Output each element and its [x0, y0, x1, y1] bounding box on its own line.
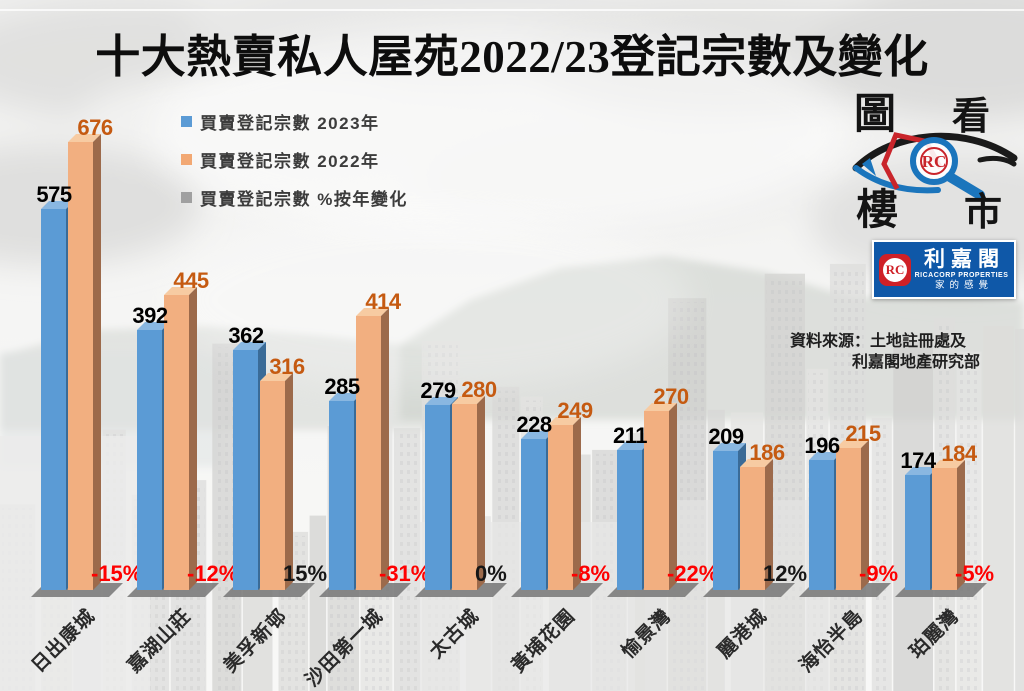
source-line-1: 資料來源：土地註冊處及: [790, 333, 967, 350]
eye-magnifier-logo-icon: RC: [852, 132, 1018, 200]
bar-2022: [260, 381, 285, 590]
data-source: 資料來源：土地註冊處及 利嘉閣地產研究部: [790, 331, 980, 373]
bar-2023: [809, 460, 834, 590]
bar-2023: [41, 209, 66, 590]
value-label-2023: 575: [36, 182, 72, 207]
value-label-2022: 445: [173, 268, 209, 293]
bar-2022: [356, 316, 381, 590]
bar-2023: [713, 451, 738, 590]
change-pct-label: -5%: [955, 561, 995, 586]
value-label-2022: 280: [461, 377, 497, 402]
bar-2023: [521, 439, 546, 590]
bar-2023: [425, 405, 450, 590]
value-label-2022: 215: [845, 421, 881, 446]
ricacorp-text: 利嘉閣 RICACORP PROPERTIES 家的感覺: [911, 246, 1014, 291]
legend-label-change: 買賣登記宗數 %按年變化: [200, 189, 408, 209]
value-label-2022: 186: [749, 440, 785, 465]
value-label-2022: 249: [557, 398, 593, 423]
bar-2022: [740, 467, 765, 590]
category-label: 日出康城: [27, 605, 100, 677]
change-pct-label: -9%: [859, 561, 899, 586]
legend-swatch-blue: [181, 115, 192, 127]
bar-2023: [329, 401, 354, 590]
ricacorp-name: 利嘉閣: [924, 246, 1005, 271]
value-label-2022: 184: [941, 441, 977, 466]
value-label-2022: 676: [77, 115, 113, 140]
legend-swatch-orange: [181, 153, 192, 165]
value-label-2023: 279: [420, 378, 456, 403]
legend-swatch-gray: [181, 191, 192, 203]
bar-2022: [68, 142, 93, 590]
watermark-char-2: 看: [952, 96, 991, 138]
change-pct-label: 0%: [475, 561, 507, 586]
legend-item-2022: 買賣登記宗數 2022年: [181, 150, 408, 171]
legend-label-2022: 買賣登記宗數 2022年: [200, 151, 380, 171]
ricacorp-subtitle: RICACORP PROPERTIES: [914, 271, 1009, 279]
ricacorp-emblem-letters: RC: [882, 256, 908, 283]
brand-watermark: 圖 看 RC 樓 市: [846, 92, 1024, 242]
page-title: 十大熱賣私人屋苑2022/23登記宗數及變化: [95, 32, 929, 82]
change-pct-label: -31%: [379, 561, 431, 586]
bar-2023: [137, 330, 162, 590]
value-label-2022: 270: [653, 384, 689, 409]
watermark-char-4: 市: [964, 192, 1003, 234]
value-label-2023: 211: [613, 423, 648, 448]
ricacorp-emblem-icon: RC: [879, 253, 911, 286]
bar-2022: [452, 404, 477, 590]
bar-2022: [836, 448, 861, 590]
legend-label-2023: 買賣登記宗數 2023年: [200, 113, 380, 133]
source-line-2: 利嘉閣地產研究部: [852, 354, 981, 371]
change-pct-label: -15%: [91, 561, 143, 586]
change-pct-label: 15%: [283, 561, 328, 586]
value-label-2023: 228: [516, 412, 552, 437]
value-label-2023: 209: [708, 424, 744, 449]
value-label-2023: 392: [132, 303, 168, 328]
value-label-2023: 362: [228, 323, 264, 348]
value-label-2022: 316: [269, 354, 305, 379]
change-pct-label: -8%: [571, 561, 611, 586]
value-label-2023: 174: [900, 448, 936, 473]
eye-logo-monogram: RC: [922, 152, 947, 171]
value-label-2023: 285: [324, 374, 360, 399]
top-edge-highlight: [0, 9, 1024, 11]
bar-2022: [644, 411, 669, 590]
chart-legend: 買賣登記宗數 2023年 買賣登記宗數 2022年 買賣登記宗數 %按年變化: [181, 112, 408, 226]
watermark-char-3: 樓: [856, 188, 899, 234]
bar-2022: [932, 468, 957, 590]
change-pct-label: 12%: [763, 561, 808, 586]
legend-item-change: 買賣登記宗數 %按年變化: [181, 188, 408, 209]
value-label-2023: 196: [804, 433, 840, 458]
ricacorp-logo: RC 利嘉閣 RICACORP PROPERTIES 家的感覺: [872, 240, 1016, 299]
ricacorp-tagline: 家的感覺: [934, 279, 993, 291]
legend-item-2023: 買賣登記宗數 2023年: [181, 112, 408, 133]
bar-2023: [617, 450, 642, 590]
bar-2022: [164, 295, 189, 590]
change-pct-label: -12%: [187, 561, 239, 586]
watermark-char-1: 圖: [854, 92, 897, 138]
bar-2023: [233, 350, 258, 590]
value-label-2022: 414: [365, 289, 401, 314]
bar-2022: [548, 425, 573, 590]
change-pct-label: -22%: [667, 561, 719, 586]
bar-2023: [905, 475, 930, 590]
